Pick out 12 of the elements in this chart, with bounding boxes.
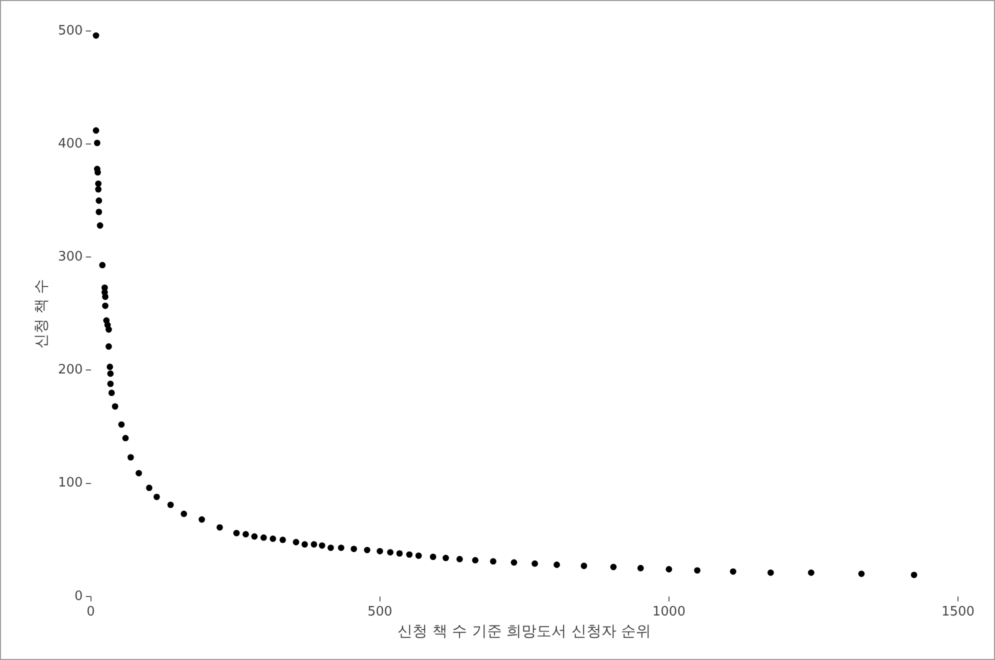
- x-axis-title: 신청 책 수 기준 희망도서 신청자 순위: [398, 622, 652, 640]
- y-tick-label: 0: [74, 588, 83, 604]
- y-tick-label: 200: [58, 362, 83, 378]
- x-tick-label: 500: [367, 604, 392, 620]
- y-tick-label: 100: [58, 476, 83, 491]
- x-tick-label: 0: [86, 604, 95, 620]
- y-tick-label: 300: [58, 250, 83, 265]
- y-tick-label: 400: [58, 136, 83, 152]
- x-tick-label: 1000: [652, 604, 686, 620]
- y-axis-title: 신청 책 수: [32, 278, 50, 348]
- y-tick-label: 500: [58, 23, 83, 38]
- x-tick-label: 1500: [941, 604, 975, 620]
